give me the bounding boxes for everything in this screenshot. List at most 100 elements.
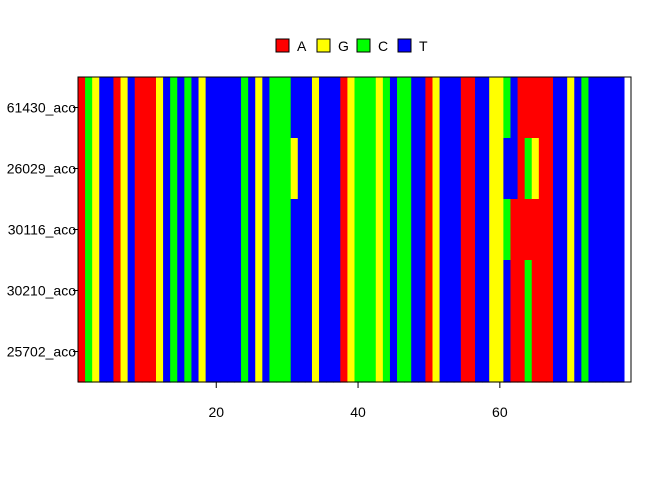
heatmap-cell-30210_aco-28 [269, 260, 278, 322]
heatmap-cell-26029_aco-52 [439, 138, 448, 200]
heatmap-cell-30210_aco-7 [120, 260, 129, 322]
heatmap-cell-25702_aco-10 [141, 321, 150, 383]
heatmap-cell-25702_aco-16 [184, 321, 193, 383]
heatmap-cell-61430_aco-6 [113, 77, 122, 139]
heatmap-cell-30116_aco-31 [290, 199, 299, 261]
heatmap-cell-25702_aco-67 [545, 321, 554, 383]
heatmap-cell-61430_aco-26 [255, 77, 263, 139]
heatmap-cell-30210_aco-41 [361, 260, 370, 322]
heatmap-cell-30210_aco-65 [531, 260, 540, 322]
heatmap-cell-30116_aco-46 [397, 199, 405, 261]
heatmap-cell-30116_aco-63 [517, 199, 526, 261]
heatmap-cell-30210_aco-39 [347, 260, 356, 322]
heatmap-cell-61430_aco-8 [127, 77, 136, 139]
heatmap-cell-30210_aco-27 [262, 260, 271, 322]
heatmap-cell-30116_aco-53 [446, 199, 455, 261]
heatmap-cell-30210_aco-38 [340, 260, 349, 322]
heatmap-cell-61430_aco-11 [148, 77, 157, 139]
heatmap-cell-30116_aco-37 [333, 199, 341, 261]
heatmap-cell-26029_aco-21 [219, 138, 228, 200]
heatmap-cell-61430_aco-13 [163, 77, 171, 139]
heatmap-cell-26029_aco-63 [517, 138, 526, 200]
heatmap-cell-61430_aco-36 [326, 77, 334, 139]
heatmap-cell-25702_aco-31 [290, 321, 299, 383]
heatmap-cell-26029_aco-35 [319, 138, 327, 200]
heatmap-cell-30116_aco-54 [453, 199, 462, 261]
heatmap-cell-25702_aco-29 [276, 321, 285, 383]
heatmap-cell-30210_aco-18 [198, 260, 207, 322]
heatmap-cell-25702_aco-28 [269, 321, 278, 383]
heatmap-cell-30116_aco-33 [304, 199, 313, 261]
heatmap-cell-61430_aco-45 [389, 77, 398, 139]
heatmap-cell-30116_aco-70 [567, 199, 575, 261]
heatmap-cell-25702_aco-25 [248, 321, 256, 383]
heatmap-cell-30116_aco-12 [155, 199, 164, 261]
heatmap-cell-26029_aco-48 [411, 138, 419, 200]
heatmap-cell-30116_aco-69 [560, 199, 568, 261]
heatmap-cell-26029_aco-34 [311, 138, 320, 200]
heatmap-cell-30210_aco-8 [127, 260, 136, 322]
heatmap-cell-26029_aco-42 [368, 138, 377, 200]
heatmap-cell-30116_aco-24 [241, 199, 249, 261]
row-label: 30116_aco [8, 222, 76, 238]
heatmap-cell-26029_aco-40 [354, 138, 363, 200]
heatmap-cell-25702_aco-63 [517, 321, 526, 383]
heatmap-cell-61430_aco-2 [85, 77, 93, 139]
heatmap-cell-30116_aco-18 [198, 199, 207, 261]
heatmap-cell-30116_aco-34 [311, 199, 320, 261]
heatmap-cell-30210_aco-77 [616, 260, 625, 322]
heatmap-cell-61430_aco-53 [446, 77, 455, 139]
heatmap-cell-30116_aco-29 [276, 199, 285, 261]
heatmap-cell-30210_aco-31 [290, 260, 299, 322]
heatmap-cell-30116_aco-27 [262, 199, 271, 261]
heatmap-cell-30210_aco-26 [255, 260, 263, 322]
heatmap-cell-30210_aco-71 [574, 260, 582, 322]
heatmap-cell-30116_aco-41 [361, 199, 370, 261]
heatmap-cell-61430_aco-41 [361, 77, 370, 139]
heatmap-cell-30116_aco-5 [106, 199, 115, 261]
heatmap-cell-25702_aco-41 [361, 321, 370, 383]
heatmap-cell-25702_aco-38 [340, 321, 349, 383]
heatmap-cell-26029_aco-17 [191, 138, 200, 200]
heatmap-cell-25702_aco-26 [255, 321, 263, 383]
heatmap-cell-30116_aco-23 [233, 199, 242, 261]
heatmap-cell-25702_aco-11 [148, 321, 157, 383]
heatmap-cell-25702_aco-76 [609, 321, 618, 383]
heatmap-cell-30210_aco-60 [496, 260, 504, 322]
heatmap-cell-25702_aco-60 [496, 321, 504, 383]
heatmap-cell-30210_aco-16 [184, 260, 193, 322]
heatmap-cell-26029_aco-71 [574, 138, 582, 200]
heatmap-cell-30210_aco-61 [503, 260, 512, 322]
heatmap-cell-30210_aco-75 [602, 260, 611, 322]
heatmap-cell-26029_aco-77 [616, 138, 625, 200]
heatmap-cell-61430_aco-76 [609, 77, 618, 139]
heatmap-cell-61430_aco-40 [354, 77, 363, 139]
heatmap-cell-25702_aco-14 [170, 321, 178, 383]
heatmap-cell-25702_aco-51 [432, 321, 441, 383]
heatmap-cell-30210_aco-69 [560, 260, 568, 322]
heatmap-cell-61430_aco-65 [531, 77, 540, 139]
heatmap-cell-61430_aco-61 [503, 77, 512, 139]
heatmap-cell-30210_aco-5 [106, 260, 115, 322]
heatmap-cell-30210_aco-64 [524, 260, 533, 322]
heatmap-cell-26029_aco-8 [127, 138, 136, 200]
heatmap-cell-30116_aco-11 [148, 199, 157, 261]
heatmap-cell-25702_aco-5 [106, 321, 115, 383]
heatmap-cell-61430_aco-22 [226, 77, 235, 139]
heatmap-cell-25702_aco-1 [78, 321, 86, 383]
heatmap-cell-30210_aco-47 [404, 260, 412, 322]
heatmap-cell-30210_aco-35 [319, 260, 327, 322]
heatmap-cell-25702_aco-18 [198, 321, 207, 383]
heatmap-cell-25702_aco-58 [482, 321, 490, 383]
heatmap-cell-30210_aco-54 [453, 260, 462, 322]
heatmap-cell-61430_aco-60 [496, 77, 504, 139]
heatmap-cell-30210_aco-56 [467, 260, 476, 322]
heatmap-cell-30116_aco-56 [467, 199, 476, 261]
row-label: 26029_aco [7, 161, 77, 177]
heatmap-cell-30210_aco-55 [460, 260, 469, 322]
heatmap-cell-30210_aco-1 [78, 260, 86, 322]
heatmap-cell-26029_aco-69 [560, 138, 568, 200]
heatmap-cell-30210_aco-49 [418, 260, 426, 322]
heatmap-cell-30210_aco-76 [609, 260, 618, 322]
heatmap-cell-30116_aco-55 [460, 199, 469, 261]
